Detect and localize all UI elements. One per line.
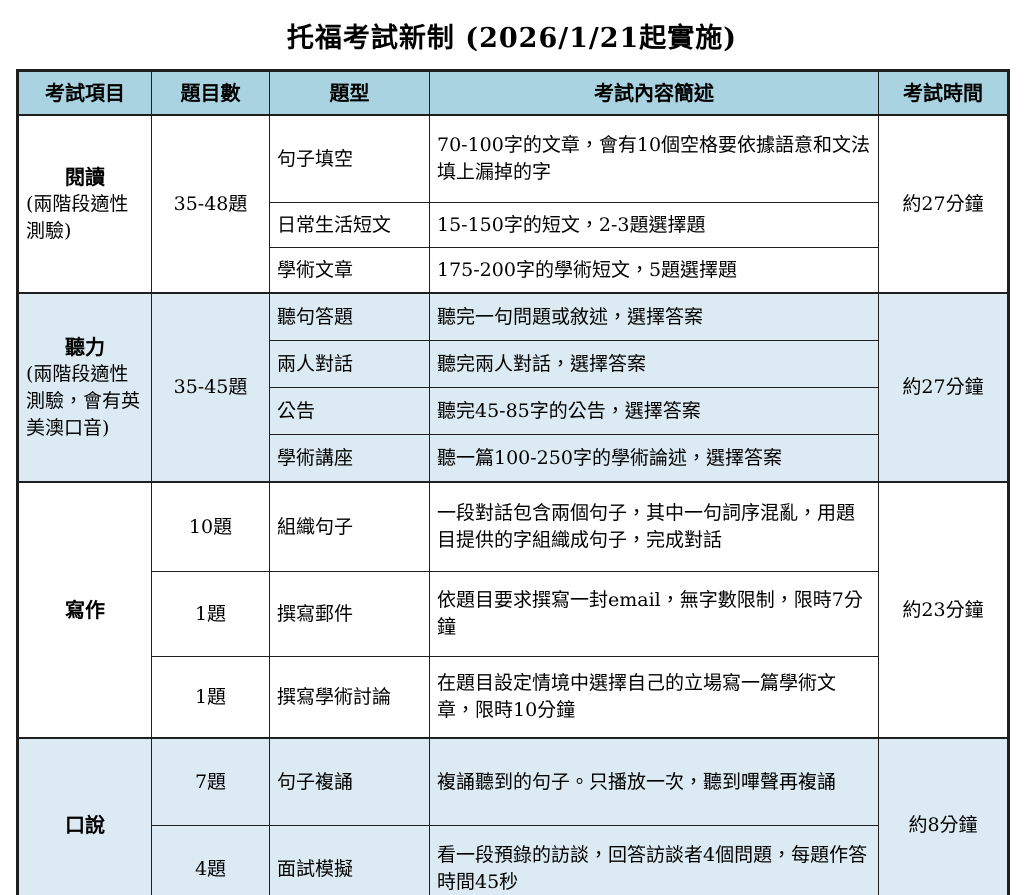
- header-question-count: 題目數: [151, 70, 270, 116]
- question-count-cell: 1題: [151, 571, 270, 657]
- description-cell: 聽一篇100-250字的學術論述，選擇答案: [429, 434, 879, 483]
- question-type-cell: 面試模擬: [269, 825, 430, 895]
- header-content-summary: 考試內容簡述: [429, 70, 879, 116]
- description-cell: 在題目設定情境中選擇自己的立場寫一篇學術文章，限時10分鐘: [429, 656, 879, 739]
- exam-table: 考試項目 題目數 題型 考試內容簡述 考試時間 閱讀 (兩階段適性測驗) 35-…: [16, 69, 1010, 895]
- page-title: 托福考試新制 (2026/1/21起實施): [286, 23, 738, 54]
- description-cell: 複誦聽到的句子。只播放一次，聽到嗶聲再複誦: [429, 737, 879, 826]
- table-row: 公告 聽完45-85字的公告，選擇答案: [18, 387, 1009, 435]
- question-type-cell: 學術文章: [269, 247, 430, 294]
- question-type-cell: 兩人對話: [269, 340, 430, 388]
- table-row: 學術講座 聽一篇100-250字的學術論述，選擇答案: [18, 434, 1009, 483]
- question-type-cell: 句子填空: [269, 114, 430, 203]
- table-row: 閱讀 (兩階段適性測驗) 35-48題 句子填空 70-100字的文章，會有10…: [17, 114, 1009, 294]
- table-row: 學術文章 175-200字的學術短文，5題選擇題: [18, 247, 1009, 294]
- header-exam-section: 考試項目: [17, 70, 152, 116]
- question-count-cell: 1題: [151, 656, 270, 739]
- time-cell: 約8分鐘: [878, 737, 1009, 895]
- section-note: (兩階段適性測驗，會有英美澳口音): [26, 363, 141, 440]
- section-name: 閱讀: [65, 164, 105, 189]
- description-cell: 15-150字的短文，2-3題選擇題: [429, 202, 879, 248]
- section-name: 聽力: [65, 334, 105, 359]
- header-question-type: 題型: [269, 70, 430, 116]
- question-type-cell: 學術講座: [269, 434, 430, 483]
- time-cell: 約27分鐘: [878, 292, 1009, 483]
- table-row: 4題 面試模擬 看一段預錄的訪談，回答訪談者4個問題，每題作答時間45秒: [18, 825, 1009, 895]
- table-row: 1題 撰寫郵件 依題目要求撰寫一封email，無字數限制，限時7分鐘: [18, 571, 1009, 657]
- question-type-cell: 撰寫學術討論: [269, 656, 430, 739]
- table-row: 寫作 10題 組織句子 一段對話包含兩個句子，其中一句詞序混亂，用題目提供的字組…: [17, 481, 1009, 739]
- question-type-cell: 聽句答題: [269, 292, 430, 341]
- table-row: 日常生活短文 15-150字的短文，2-3題選擇題: [18, 202, 1009, 248]
- question-count-cell: 10題: [151, 481, 270, 572]
- question-count-cell: 35-48題: [151, 114, 270, 294]
- question-count-cell: 7題: [151, 737, 270, 826]
- description-cell: 聽完一句問題或敘述，選擇答案: [429, 292, 879, 341]
- time-cell: 約23分鐘: [878, 481, 1009, 739]
- description-cell: 70-100字的文章，會有10個空格要依據語意和文法填上漏掉的字: [429, 114, 879, 203]
- section-cell-writing: 寫作: [17, 481, 152, 739]
- description-cell: 175-200字的學術短文，5題選擇題: [429, 247, 879, 294]
- table-row: 兩人對話 聽完兩人對話，選擇答案: [18, 340, 1009, 388]
- section-name: 口說: [65, 813, 105, 838]
- description-cell: 聽完兩人對話，選擇答案: [429, 340, 879, 388]
- question-type-cell: 句子複誦: [269, 737, 430, 826]
- section-name: 寫作: [65, 597, 105, 622]
- description-cell: 看一段預錄的訪談，回答訪談者4個問題，每題作答時間45秒: [429, 825, 879, 895]
- table-row: 聽力 (兩階段適性測驗，會有英美澳口音) 35-45題 聽句答題 聽完一句問題或…: [17, 292, 1009, 483]
- question-type-cell: 公告: [269, 387, 430, 435]
- question-count-cell: 4題: [151, 825, 270, 895]
- table-header-row: 考試項目 題目數 題型 考試內容簡述 考試時間: [17, 70, 1009, 116]
- section-cell-listening: 聽力 (兩階段適性測驗，會有英美澳口音): [17, 292, 152, 483]
- table-row: 口說 7題 句子複誦 複誦聽到的句子。只播放一次，聽到嗶聲再複誦 約8分鐘: [17, 737, 1009, 895]
- description-cell: 聽完45-85字的公告，選擇答案: [429, 387, 879, 435]
- table-row: 1題 撰寫學術討論 在題目設定情境中選擇自己的立場寫一篇學術文章，限時10分鐘: [18, 656, 1009, 739]
- time-cell: 約27分鐘: [878, 114, 1009, 294]
- question-type-cell: 日常生活短文: [269, 202, 430, 248]
- question-type-cell: 撰寫郵件: [269, 571, 430, 657]
- question-count-cell: 35-45題: [151, 292, 270, 483]
- section-cell-speaking: 口說: [17, 737, 152, 895]
- section-cell-reading: 閱讀 (兩階段適性測驗): [17, 114, 152, 294]
- header-exam-time: 考試時間: [878, 70, 1009, 116]
- description-cell: 一段對話包含兩個句子，其中一句詞序混亂，用題目提供的字組織成句子，完成對話: [429, 481, 879, 572]
- description-cell: 依題目要求撰寫一封email，無字數限制，限時7分鐘: [429, 571, 879, 657]
- section-note: (兩階段適性測驗): [26, 193, 129, 243]
- question-type-cell: 組織句子: [269, 481, 430, 572]
